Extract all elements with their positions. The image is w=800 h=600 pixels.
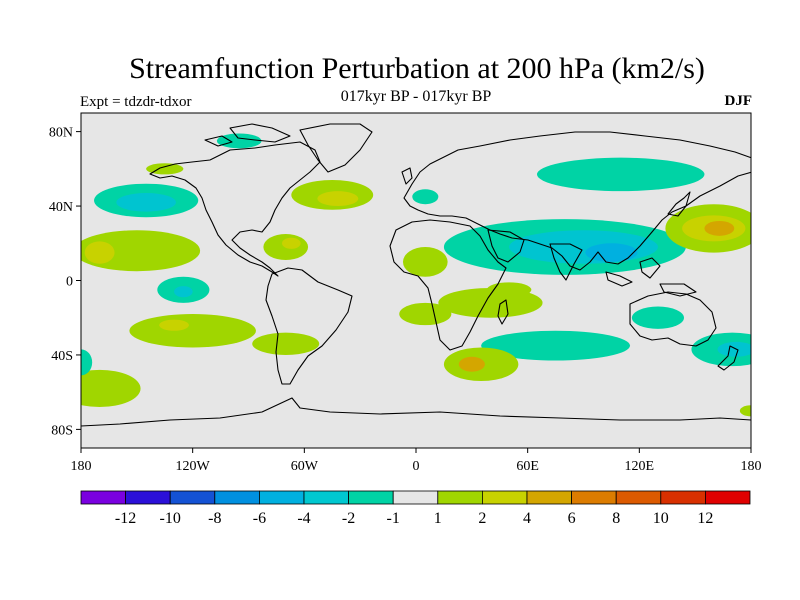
colorbar-swatch: [392, 490, 439, 505]
colorbar-swatch: [258, 490, 305, 505]
coast-arabia: [487, 229, 525, 263]
anomaly-trop-pacific-neg-core: [174, 286, 193, 298]
anomaly-s-pacific-pos-core: [159, 319, 189, 331]
anomaly-n-pacific-neg-core: [116, 193, 176, 212]
colorbar-swatch: [571, 490, 617, 505]
anomaly-nw-atlantic-pos-core: [317, 191, 359, 207]
coast-madagascar: [497, 299, 509, 325]
colorbar-swatch: [348, 490, 394, 505]
anomaly-e-pacific-small-pos: [739, 405, 751, 417]
colorbar-label: 6: [568, 510, 576, 527]
chart-subtitle: 017kyr BP - 017kyr BP: [340, 88, 492, 105]
colorbar-label: 2: [478, 510, 486, 527]
experiment-label: Expt = tdzdr-tdxor: [80, 94, 192, 110]
colorbar-label: 8: [612, 510, 620, 527]
colorbar-label: -2: [342, 510, 355, 527]
lon-tick-label: 120W: [176, 459, 211, 474]
colorbar-label: -8: [208, 510, 221, 527]
coast-british-isles: [401, 167, 413, 185]
anomaly-s-africa-pos-core: [458, 356, 485, 372]
anomaly-ne-pacific-pos: [146, 163, 184, 175]
coast-arctic-islands: [204, 123, 291, 147]
season-label: DJF: [724, 93, 753, 109]
coastline-layer: [81, 123, 751, 427]
lat-tick-label: 80S: [51, 423, 73, 438]
colorbar-swatch: [169, 490, 216, 505]
colorbar-label: -1: [387, 510, 400, 527]
coast-greenland: [299, 123, 373, 173]
anomaly-s-atlantic-pos-west: [399, 302, 452, 326]
lon-tick-label: 120E: [625, 459, 655, 474]
coast-africa: [389, 219, 507, 351]
coast-se-asia-islands: [605, 257, 697, 297]
anomaly-s-indian-neg: [481, 330, 631, 361]
coast-north-america: [149, 141, 321, 277]
colorbar-label: 4: [523, 510, 531, 527]
colorbar-swatch: [705, 490, 751, 505]
axis-layer: 80N 40N 0 40S 80S 180 120W 60W 0 60E 120E 180: [49, 126, 762, 474]
lat-tick-label: 80N: [49, 126, 73, 141]
anomaly-s-pacific-neg: [81, 349, 93, 376]
coast-new-zealand: [717, 345, 739, 371]
chart-title: Streamfunction Perturbation at 200 hPa (…: [129, 52, 705, 85]
anomaly-subtrop-pacific-pos-core: [84, 241, 115, 264]
colorbar-label: 10: [653, 510, 669, 527]
colorbar-swatch: [303, 490, 349, 505]
lon-tick-label: 180: [71, 459, 92, 474]
anomaly-sw-pacific-neg-core: [717, 341, 751, 357]
coast-japan: [667, 191, 691, 217]
colorbar-label: 12: [697, 510, 713, 527]
colorbar-swatch: [615, 490, 662, 505]
anomaly-s-pacific-pos: [129, 314, 256, 348]
colorbar-label: 1: [434, 510, 442, 527]
colorbar-swatch: [660, 490, 706, 505]
colorbar-label: -6: [253, 510, 266, 527]
lon-tick-label: 60E: [516, 459, 539, 474]
colorbar-label: -10: [160, 510, 181, 527]
anomaly-n-africa-pos: [402, 247, 448, 277]
coast-eurasia: [403, 131, 751, 271]
anomaly-subtrop-pacific-pos: [81, 230, 201, 272]
lat-tick-label: 0: [66, 275, 73, 290]
anomaly-n-asia-neg: [536, 157, 705, 192]
coast-australia: [629, 291, 717, 347]
coast-india: [549, 243, 583, 281]
colorbar-swatch: [437, 490, 483, 505]
anomaly-australia-neg: [631, 306, 684, 329]
anomaly-nw-pacific-pos-core2: [704, 220, 735, 236]
colorbar-swatch: [526, 490, 572, 505]
lon-tick-label: 60W: [291, 459, 319, 474]
colorbar-swatch: [80, 490, 126, 505]
lon-tick-label: 180: [741, 459, 762, 474]
coast-south-america: [265, 267, 353, 385]
colorbar-label: -12: [115, 510, 136, 527]
coast-antarctica: [81, 397, 751, 427]
colorbar-label: -4: [297, 510, 310, 527]
anomaly-asia-jet-neg-core2: [585, 243, 638, 262]
colorbar: -12 -10 -8 -6 -4 -2 -1 1 2 4 6 8 10 12: [80, 490, 751, 527]
colorbar-swatch: [125, 490, 171, 505]
anomaly-caribbean-pos-core: [282, 237, 301, 249]
anomaly-s-midlat-pos: [81, 369, 141, 408]
anomaly-asia-jet-neg-core: [509, 230, 658, 264]
lon-tick-label: 0: [413, 459, 420, 474]
lat-tick-label: 40S: [51, 349, 73, 364]
anomaly-s-pacific-pos-east: [252, 332, 320, 355]
colorbar-swatch: [481, 490, 528, 505]
lat-tick-label: 40N: [49, 200, 73, 215]
anomaly-indian-ocean-pos: [486, 282, 532, 298]
anomaly-europe-neg: [412, 189, 439, 205]
colorbar-swatch: [214, 490, 260, 505]
anomaly-arctic-canada-neg: [216, 133, 262, 149]
